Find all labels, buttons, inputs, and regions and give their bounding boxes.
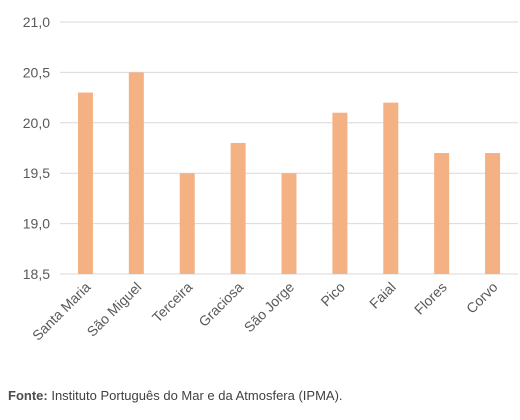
source-note: Fonte: Instituto Português do Mar e da A… xyxy=(8,388,343,403)
bar xyxy=(383,102,399,274)
y-tick-label: 19,0 xyxy=(23,216,50,232)
bar xyxy=(179,173,195,274)
bar xyxy=(281,173,297,274)
source-text: Instituto Português do Mar e da Atmosfer… xyxy=(47,388,343,403)
x-tick-label: Pico xyxy=(317,279,348,310)
bar xyxy=(77,92,93,274)
x-tick-label: Faial xyxy=(366,279,399,312)
y-tick-label: 21,0 xyxy=(23,14,50,30)
bar-chart: 18,519,019,520,020,521,0 Santa MariaSão … xyxy=(23,14,518,344)
y-tick-label: 20,0 xyxy=(23,115,50,131)
y-tick-label: 19,5 xyxy=(23,165,50,181)
source-label: Fonte: xyxy=(8,388,48,403)
bar xyxy=(434,153,450,274)
x-tick-label: Corvo xyxy=(463,279,501,317)
bar xyxy=(128,72,144,275)
y-tick-label: 20,5 xyxy=(23,64,50,80)
bar xyxy=(230,142,246,274)
bar xyxy=(332,112,348,274)
x-tick-label: Flores xyxy=(411,279,450,318)
y-axis-tick-labels: 18,5 19,0 19,5 20,0 20,5 21,0 xyxy=(23,14,50,282)
y-tick-label: 18,5 xyxy=(23,266,50,282)
x-tick-label: São Miguel xyxy=(84,279,145,340)
x-tick-label: Terceira xyxy=(149,279,196,326)
x-tick-label: Graciosa xyxy=(195,279,246,330)
bar xyxy=(485,153,501,274)
x-tick-label: São Jorge xyxy=(241,279,298,336)
x-tick-label: Santa Maria xyxy=(29,279,94,344)
bars xyxy=(77,72,501,275)
